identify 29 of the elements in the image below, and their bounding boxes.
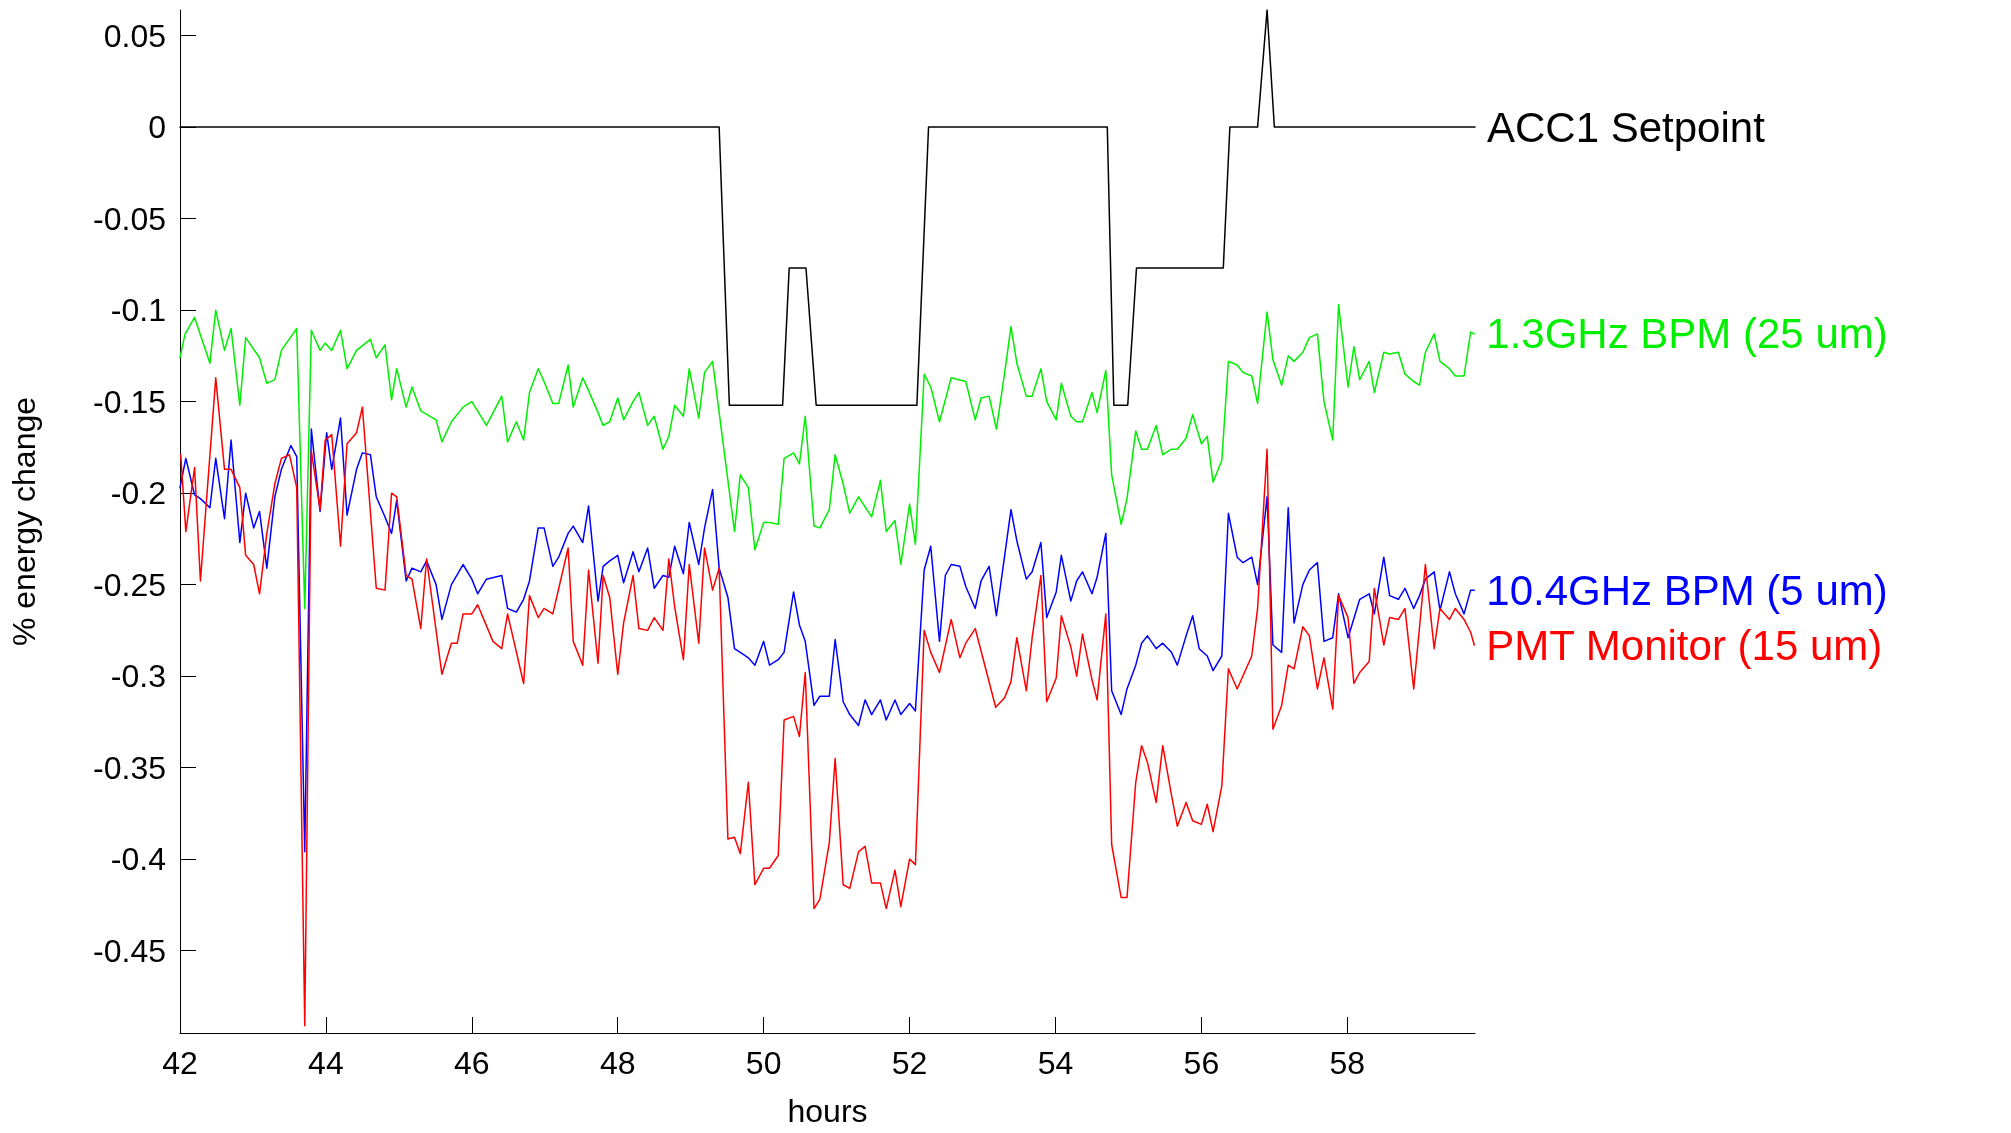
line-series [179,377,1476,1027]
line-series [179,303,1476,610]
y-tick-label: -0.25 [93,566,166,603]
series-label: 10.4GHz BPM (5 um) [1486,566,1888,614]
x-tick-label: 44 [308,1045,344,1081]
y-tick-label: 0.05 [103,17,166,54]
x-tick-label: 50 [745,1045,782,1081]
y-tick-label: -0.4 [110,841,166,878]
x-tick-label: 54 [1037,1045,1074,1081]
x-axis-title: hours [787,1093,868,1129]
y-tick-label: -0.35 [93,749,166,786]
y-tick-label: 0 [148,109,166,146]
x-tick-label: 58 [1329,1045,1366,1081]
x-tick-label: 56 [1183,1045,1220,1081]
y-tick-label: -0.15 [93,383,166,420]
series-label: 1.3GHz BPM (25 um) [1486,310,1888,358]
y-tick-label: -0.2 [110,475,166,512]
x-tick-label: 42 [162,1045,198,1081]
y-tick-label: -0.3 [110,658,166,695]
y-tick-label: -0.45 [93,932,166,969]
series-label: ACC1 Setpoint [1487,103,1766,151]
y-tick-label: -0.1 [110,292,166,329]
x-tick-label: 46 [454,1045,490,1081]
y-axis-title: % energy change [6,396,42,647]
x-tick-label: 52 [891,1045,928,1081]
x-tick-label: 48 [599,1045,636,1081]
series-label: PMT Monitor (15 um) [1486,621,1883,669]
line-series [179,417,1476,853]
y-tick-label: -0.05 [93,200,166,237]
